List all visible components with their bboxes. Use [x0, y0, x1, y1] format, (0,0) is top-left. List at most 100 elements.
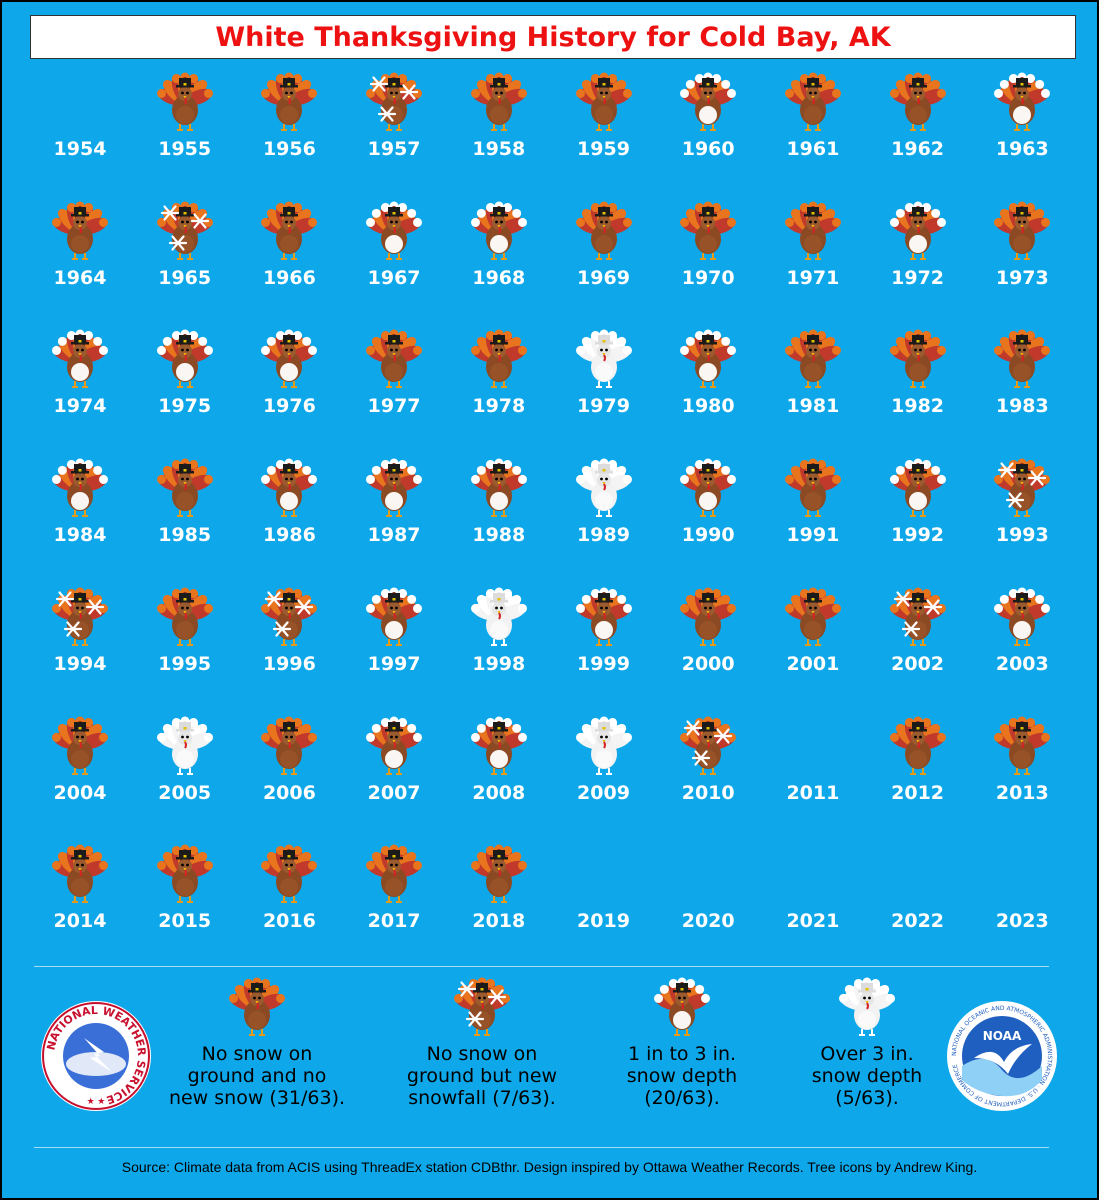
year-label: 2019 — [577, 910, 630, 933]
year-cell: 1972 — [866, 201, 970, 303]
year-cell: 1995 — [133, 587, 237, 689]
year-label: 2016 — [262, 910, 316, 933]
year-label: 1960 — [681, 138, 735, 160]
year-cell: 1964 — [28, 201, 132, 303]
year-cell: 1956 — [237, 72, 341, 174]
year-label: 2011 — [786, 781, 840, 804]
year-label: 1957 — [367, 138, 421, 160]
year-label: 1971 — [786, 266, 840, 289]
year-label: 1998 — [472, 652, 526, 675]
year-cell: 1970 — [656, 201, 760, 303]
title-box: White Thanksgiving History for Cold Bay,… — [30, 15, 1076, 59]
year-cell: 1963 — [970, 72, 1074, 174]
year-cell: 1967 — [342, 201, 446, 303]
turkey-partly-white-icon — [597, 977, 767, 1037]
year-cell: 2001 — [761, 587, 865, 689]
year-cell: 2013 — [970, 716, 1074, 818]
legend-label: ground and no — [187, 1065, 327, 1087]
legend-label: (5/63). — [835, 1087, 899, 1109]
year-cell: 1994 — [28, 587, 132, 689]
year-label: 2001 — [786, 652, 840, 675]
year-cell: 1971 — [761, 201, 865, 303]
turkey-snowfall-icon — [382, 977, 582, 1037]
year-cell: 1961 — [761, 72, 865, 174]
year-label: 2012 — [891, 781, 945, 804]
year-label: 1979 — [577, 395, 630, 418]
year-label: 2010 — [681, 781, 735, 804]
year-cell: 2005 — [133, 716, 237, 818]
year-cell: 1975 — [133, 329, 237, 431]
page-title: White Thanksgiving History for Cold Bay,… — [215, 21, 891, 53]
year-label: 1967 — [367, 266, 421, 289]
year-cell: 1985 — [133, 458, 237, 560]
year-label: 1993 — [995, 524, 1049, 547]
year-cell: 1993 — [970, 458, 1074, 560]
noaa-logo: NOAA NATIONAL OCEANIC AND ATMOSPHERIC AD… — [946, 1000, 1058, 1112]
legend-label: snowfall (7/63). — [408, 1087, 556, 1109]
year-cell: 1988 — [447, 458, 551, 560]
year-cell: 2011 — [761, 718, 865, 818]
year-cell: 1983 — [970, 329, 1074, 431]
year-cell: 1962 — [866, 72, 970, 174]
legend-label: No snow on — [201, 1043, 313, 1065]
year-label: 2017 — [367, 910, 421, 933]
year-cell: 1989 — [552, 458, 656, 560]
year-label: 2022 — [891, 910, 945, 933]
legend-item: 1 in to 3 in. snow depth (20/63). — [597, 977, 767, 1109]
year-cell: 2022 — [866, 846, 970, 946]
year-cell: 1990 — [656, 458, 760, 560]
year-cell: 1987 — [342, 458, 446, 560]
year-label: 2005 — [158, 781, 212, 804]
year-cell: 1966 — [237, 201, 341, 303]
year-label: 1963 — [995, 138, 1049, 160]
year-cell: 1955 — [133, 72, 237, 174]
year-label: 1999 — [577, 652, 630, 675]
year-cell: 2004 — [28, 716, 132, 818]
year-cell: 1969 — [552, 201, 656, 303]
legend-label: 1 in to 3 in. — [627, 1043, 737, 1065]
year-cell: 1958 — [447, 72, 551, 174]
year-label: 2006 — [262, 781, 316, 804]
year-label: 1989 — [577, 524, 630, 547]
year-cell: 1991 — [761, 458, 865, 560]
year-label: 2015 — [158, 910, 212, 933]
year-cell: 2019 — [552, 846, 656, 946]
divider-top — [34, 966, 1049, 967]
year-label: 1988 — [472, 524, 526, 547]
year-cell: 1968 — [447, 201, 551, 303]
year-label: 1959 — [577, 138, 630, 160]
year-label: 1969 — [577, 266, 630, 289]
turkey-white-icon — [792, 977, 942, 1037]
year-label: 1956 — [262, 138, 316, 160]
year-cell: 1960 — [656, 72, 760, 174]
year-label: 1994 — [53, 652, 107, 675]
year-label: 1997 — [367, 652, 421, 675]
year-cell: 1992 — [866, 458, 970, 560]
year-label: 1973 — [995, 266, 1049, 289]
year-label: 1981 — [786, 395, 840, 418]
year-label: 1977 — [367, 395, 421, 418]
year-cell: 1980 — [656, 329, 760, 431]
year-label: 1976 — [262, 395, 316, 418]
legend-label: snow depth — [811, 1065, 923, 1087]
year-label: 1955 — [158, 138, 212, 160]
legend-item: No snow on ground but new snowfall (7/63). — [382, 977, 582, 1109]
year-cell: 1981 — [761, 329, 865, 431]
year-label: 1991 — [786, 524, 840, 547]
year-cell: 1986 — [237, 458, 341, 560]
year-label: 1964 — [53, 266, 107, 289]
year-cell: 2009 — [552, 716, 656, 818]
year-cell: 2018 — [447, 844, 551, 946]
year-label: 1987 — [367, 524, 421, 547]
source-note: Source: Climate data from ACIS using Thr… — [121, 1159, 978, 1175]
year-label: 1986 — [262, 524, 316, 547]
year-cell: 1973 — [970, 201, 1074, 303]
svg-text:NOAA: NOAA — [983, 1029, 1022, 1043]
year-label: 2003 — [995, 652, 1049, 675]
year-label: 2000 — [681, 652, 735, 675]
year-label: 1970 — [681, 266, 735, 289]
year-cell: 2017 — [342, 844, 446, 946]
year-cell: 1965 — [133, 201, 237, 303]
legend-item: No snow on ground and no new snow (31/63). — [162, 977, 352, 1109]
